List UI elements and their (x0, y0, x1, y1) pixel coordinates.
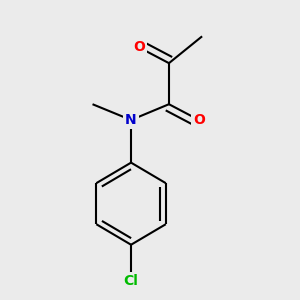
Text: N: N (125, 113, 137, 127)
Text: O: O (133, 40, 145, 54)
Text: Cl: Cl (124, 274, 139, 288)
Text: O: O (193, 113, 205, 127)
